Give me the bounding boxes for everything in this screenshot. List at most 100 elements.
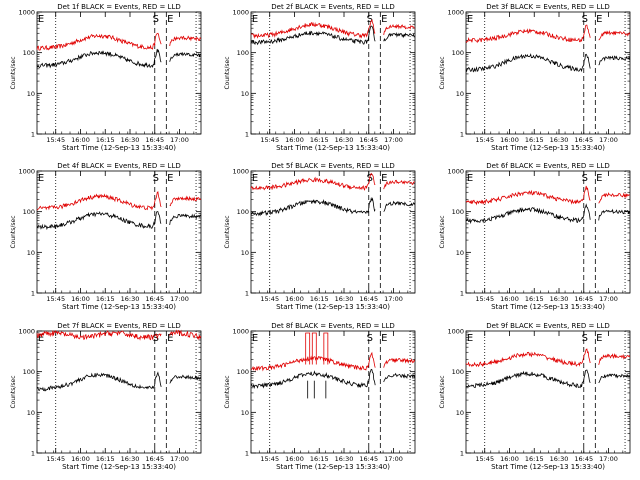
y-tick-label: 100: [237, 208, 249, 216]
events-series-line: [465, 369, 631, 389]
lld-series-line: [36, 32, 202, 51]
x-tick-label: 15:45: [260, 295, 279, 303]
y-tick-label: 1000: [447, 168, 464, 176]
x-tick-label: 16:45: [359, 136, 378, 144]
edge-marker-label: E: [38, 333, 44, 344]
x-tick-label: 15:45: [475, 295, 494, 303]
x-tick-label: 16:15: [525, 136, 544, 144]
x-tick-label: 15:45: [46, 455, 65, 463]
edge-marker-label: E: [252, 333, 258, 344]
x-axis-label: Start Time (12-Sep-13 15:33:40): [491, 303, 605, 311]
end-marker-label: E: [381, 173, 387, 184]
x-axis-label: Start Time (12-Sep-13 15:33:40): [491, 144, 605, 152]
x-tick-label: 16:15: [310, 455, 329, 463]
x-tick-label: 16:30: [550, 136, 569, 144]
y-tick-label: 100: [237, 368, 249, 376]
start-marker-label: S: [582, 173, 588, 184]
plot-frame: [465, 330, 631, 454]
y-tick-label: 100: [23, 368, 35, 376]
plot-frame: [36, 11, 202, 135]
detector-panel: Det 8f BLACK = Events, RED = LLD 1 10 100 10…: [224, 322, 416, 471]
lld-series-line: [250, 19, 415, 39]
x-tick-label: 17:00: [384, 136, 403, 144]
end-marker-label: E: [596, 333, 602, 344]
x-tick-label: 16:30: [121, 295, 140, 303]
lld-spike: [323, 332, 329, 365]
x-tick-label: 16:00: [500, 295, 519, 303]
detector-panel: Det 3f BLACK = Events, RED = LLD 1 10 100 10…: [439, 3, 631, 152]
detector-panel: Det 1f BLACK = Events, RED = LLD 1 10 100 10…: [10, 3, 202, 152]
y-tick-label: 1: [245, 131, 249, 139]
panel-title: Det 4f BLACK = Events, RED = LLD: [57, 162, 180, 170]
panel-title: Det 7f BLACK = Events, RED = LLD: [57, 322, 180, 330]
end-marker-label: E: [167, 173, 173, 184]
x-axis-label: Start Time (12-Sep-13 15:33:40): [62, 303, 176, 311]
x-tick-label: 17:00: [599, 455, 618, 463]
lld-series-line: [250, 172, 415, 191]
y-axis-label: Counts/sec: [439, 215, 446, 248]
x-axis-label: Start Time (12-Sep-13 15:33:40): [276, 303, 390, 311]
edge-marker-label: E: [252, 173, 258, 184]
panel-title: Det 2f BLACK = Events, RED = LLD: [271, 3, 394, 11]
plot-frame: [250, 170, 416, 294]
edge-marker-label: E: [38, 173, 44, 184]
x-tick-label: 15:45: [46, 295, 65, 303]
x-tick-label: 16:45: [574, 455, 593, 463]
panel-title: Det 6f BLACK = Events, RED = LLD: [486, 162, 609, 170]
events-series-line: [36, 371, 202, 392]
x-tick-label: 16:30: [335, 136, 354, 144]
lld-spike: [305, 332, 311, 365]
x-tick-label: 16:00: [71, 295, 90, 303]
x-axis-label: Start Time (12-Sep-13 15:33:40): [276, 463, 390, 471]
y-tick-label: 10: [241, 249, 249, 257]
x-tick-label: 16:15: [310, 295, 329, 303]
y-tick-label: 100: [452, 208, 464, 216]
x-tick-label: 16:15: [525, 455, 544, 463]
y-axis-label: Counts/sec: [439, 375, 446, 408]
x-tick-label: 15:45: [475, 455, 494, 463]
y-tick-label: 10: [241, 90, 249, 98]
x-tick-label: 16:00: [285, 295, 304, 303]
x-tick-label: 16:30: [121, 455, 140, 463]
x-tick-label: 17:00: [170, 455, 189, 463]
y-tick-label: 1000: [232, 328, 249, 336]
y-tick-label: 1: [460, 131, 464, 139]
edge-marker-label: E: [252, 14, 258, 25]
x-tick-label: 16:15: [96, 295, 115, 303]
y-tick-label: 1: [245, 450, 249, 458]
y-tick-label: 1: [31, 290, 35, 298]
y-tick-label: 10: [27, 409, 35, 417]
detector-panel: Det 7f BLACK = Events, RED = LLD 1 10 100 10…: [10, 322, 202, 471]
y-tick-label: 1: [460, 290, 464, 298]
detector-panel: Det 5f BLACK = Events, RED = LLD 1 10 100 10…: [224, 162, 416, 311]
start-marker-label: S: [153, 333, 159, 344]
y-tick-label: 1: [245, 290, 249, 298]
x-tick-label: 16:15: [96, 136, 115, 144]
lld-series-line: [251, 351, 416, 372]
events-series-line: [36, 211, 202, 231]
x-tick-label: 15:45: [46, 136, 65, 144]
start-marker-label: S: [582, 14, 588, 25]
edge-marker-label: E: [467, 333, 473, 344]
x-tick-label: 16:15: [96, 455, 115, 463]
x-axis-label: Start Time (12-Sep-13 15:33:40): [276, 144, 390, 152]
y-tick-label: 100: [452, 49, 464, 57]
plot-frame: [465, 11, 631, 135]
y-tick-label: 1000: [18, 328, 35, 336]
y-tick-label: 1000: [447, 328, 464, 336]
x-tick-label: 16:30: [550, 295, 569, 303]
start-marker-label: S: [367, 333, 373, 344]
events-series-line: [36, 48, 201, 69]
y-tick-label: 100: [23, 49, 35, 57]
edge-marker-label: E: [467, 173, 473, 184]
x-tick-label: 16:00: [500, 136, 519, 144]
x-tick-label: 16:00: [285, 136, 304, 144]
y-tick-label: 10: [241, 409, 249, 417]
panel-title: Det 9f BLACK = Events, RED = LLD: [486, 322, 609, 330]
y-tick-label: 10: [456, 249, 464, 257]
x-tick-label: 17:00: [384, 295, 403, 303]
panel-title: Det 3f BLACK = Events, RED = LLD: [486, 3, 609, 11]
x-tick-label: 16:00: [285, 455, 304, 463]
y-tick-label: 100: [237, 49, 249, 57]
plot-frame: [250, 11, 416, 135]
